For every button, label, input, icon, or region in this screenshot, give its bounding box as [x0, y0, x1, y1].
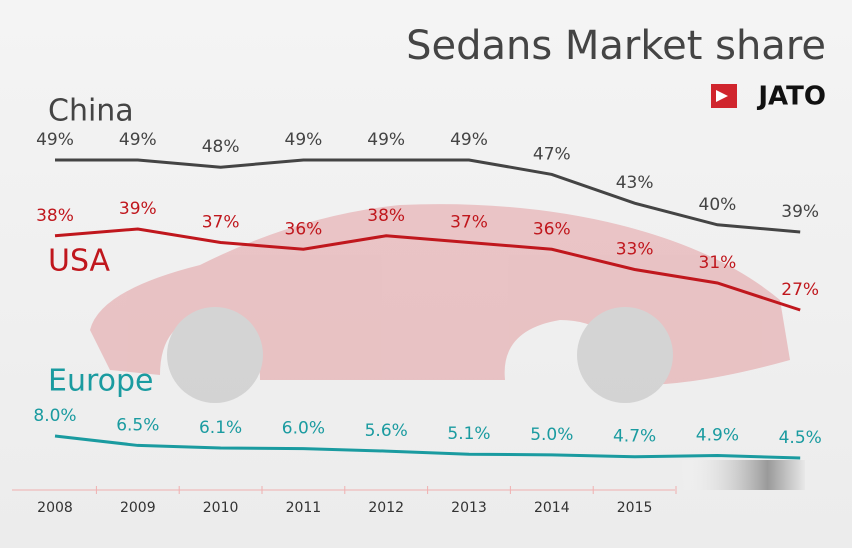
series-name: China [48, 94, 134, 129]
data-label: 37% [450, 213, 488, 233]
x-tick-label: 2014 [534, 500, 570, 516]
data-label: 5.1% [447, 424, 490, 444]
data-label: 4.7% [613, 427, 656, 447]
data-label: 5.0% [530, 425, 573, 445]
logo: JATO [711, 82, 826, 112]
data-label: 37% [202, 213, 240, 233]
data-label: 48% [202, 137, 240, 157]
data-label: 27% [781, 280, 819, 300]
data-label: 31% [699, 253, 737, 273]
data-label: 49% [367, 130, 405, 150]
data-label: 4.5% [779, 428, 822, 448]
data-label: 39% [781, 202, 819, 222]
data-label: 39% [119, 199, 157, 219]
data-label: 6.0% [282, 419, 325, 439]
data-label: 49% [450, 130, 488, 150]
logo-arrow [716, 90, 728, 102]
x-tick-label: 2013 [451, 500, 487, 516]
data-label: 36% [285, 219, 323, 239]
series-name: USA [48, 244, 111, 279]
data-label: 49% [119, 130, 157, 150]
data-label: 4.9% [696, 425, 739, 445]
x-tick-label: 2011 [286, 500, 322, 516]
data-label: 49% [36, 130, 74, 150]
data-label: 36% [533, 219, 571, 239]
logo-text: JATO [756, 82, 826, 112]
series-line [54, 434, 801, 460]
data-label: 47% [533, 144, 571, 164]
x-tick-label: 2015 [617, 500, 653, 516]
series-line [55, 158, 801, 234]
data-label: 33% [616, 240, 654, 260]
x-tick-label: 2010 [203, 500, 239, 516]
data-label: 8.0% [33, 406, 76, 426]
series-line [54, 227, 801, 312]
chart-title: Sedans Market share [406, 23, 826, 69]
data-label: 5.6% [365, 421, 408, 441]
data-label: 49% [285, 130, 323, 150]
x-tick-label: 2008 [37, 500, 73, 516]
fade-overlay [680, 460, 805, 490]
data-label: 43% [616, 173, 654, 193]
x-tick-label: 2009 [120, 500, 156, 516]
x-tick-label: 2012 [368, 500, 404, 516]
data-label: 40% [699, 195, 737, 215]
data-label: 38% [36, 206, 74, 226]
data-label: 38% [367, 206, 405, 226]
series-name: Europe [48, 364, 154, 399]
data-label: 6.5% [116, 415, 159, 435]
car-illustration [90, 204, 790, 403]
data-label: 6.1% [199, 418, 242, 438]
